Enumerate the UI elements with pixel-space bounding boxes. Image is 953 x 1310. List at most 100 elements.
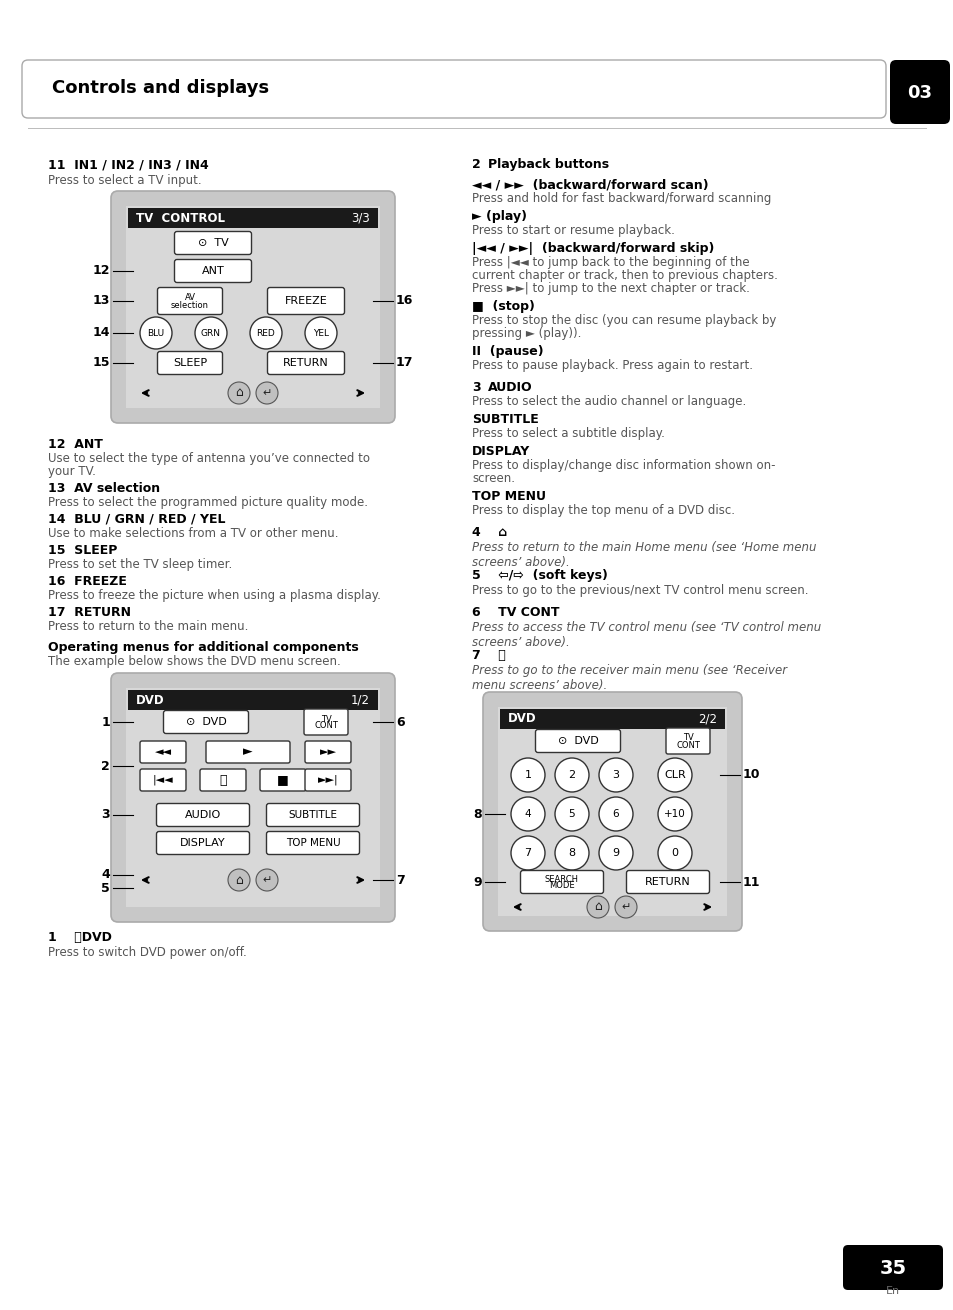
- FancyBboxPatch shape: [842, 1244, 942, 1290]
- FancyBboxPatch shape: [200, 769, 246, 791]
- Text: 14  BLU / GRN / RED / YEL: 14 BLU / GRN / RED / YEL: [48, 514, 225, 527]
- Text: Press ►►| to jump to the next chapter or track.: Press ►►| to jump to the next chapter or…: [472, 282, 749, 295]
- Text: 9: 9: [612, 848, 618, 858]
- FancyBboxPatch shape: [22, 60, 885, 118]
- FancyBboxPatch shape: [260, 769, 306, 791]
- Text: 11: 11: [742, 875, 760, 888]
- Text: ⊙  TV: ⊙ TV: [197, 238, 228, 248]
- Text: 10: 10: [742, 769, 760, 782]
- Text: ⌂: ⌂: [234, 874, 243, 887]
- FancyBboxPatch shape: [535, 730, 619, 752]
- Circle shape: [658, 836, 691, 870]
- Text: 15: 15: [92, 356, 110, 369]
- Text: |◄◄ / ►►|  (backward/forward skip): |◄◄ / ►►| (backward/forward skip): [472, 242, 714, 255]
- Text: Press to select the programmed picture quality mode.: Press to select the programmed picture q…: [48, 496, 368, 510]
- Text: 4: 4: [101, 869, 110, 882]
- Circle shape: [140, 317, 172, 348]
- Text: 12  ANT: 12 ANT: [48, 438, 103, 451]
- Circle shape: [598, 796, 633, 831]
- Text: GRN: GRN: [201, 329, 221, 338]
- Circle shape: [598, 758, 633, 793]
- Text: ► (play): ► (play): [472, 210, 526, 223]
- Text: FREEZE: FREEZE: [284, 296, 327, 307]
- Text: ⊙  DVD: ⊙ DVD: [186, 717, 226, 727]
- FancyBboxPatch shape: [305, 769, 351, 791]
- Text: 6    TV CONT: 6 TV CONT: [472, 607, 558, 620]
- FancyBboxPatch shape: [128, 690, 377, 710]
- Text: BLU: BLU: [148, 329, 164, 338]
- Text: 4    ⌂: 4 ⌂: [472, 527, 507, 538]
- Text: ⌂: ⌂: [594, 900, 601, 913]
- Text: 6: 6: [395, 715, 404, 728]
- Text: 13  AV selection: 13 AV selection: [48, 482, 160, 495]
- FancyBboxPatch shape: [126, 688, 379, 907]
- Text: Press to pause playback. Press again to restart.: Press to pause playback. Press again to …: [472, 359, 752, 372]
- Text: Press to return to the main Home menu (see ‘Home menu
screens’ above).: Press to return to the main Home menu (s…: [472, 541, 816, 569]
- Text: Operating menus for additional components: Operating menus for additional component…: [48, 641, 358, 654]
- Text: CLR: CLR: [663, 770, 685, 779]
- Circle shape: [255, 383, 277, 403]
- Text: Press to switch DVD power on/off.: Press to switch DVD power on/off.: [48, 946, 247, 959]
- FancyBboxPatch shape: [266, 803, 359, 827]
- Text: +10: +10: [663, 810, 685, 819]
- Text: 1/2: 1/2: [351, 693, 370, 706]
- Text: current chapter or track, then to previous chapters.: current chapter or track, then to previo…: [472, 269, 777, 282]
- Text: TV: TV: [320, 714, 331, 723]
- Text: ◄◄ / ►►  (backward/forward scan): ◄◄ / ►► (backward/forward scan): [472, 178, 708, 191]
- Text: AV: AV: [184, 293, 195, 303]
- Text: ⊙  DVD: ⊙ DVD: [558, 736, 598, 745]
- Text: ◄◄: ◄◄: [154, 747, 172, 757]
- Text: TOP MENU: TOP MENU: [285, 838, 340, 848]
- Text: Press to select the audio channel or language.: Press to select the audio channel or lan…: [472, 396, 745, 407]
- Text: ↵: ↵: [620, 903, 630, 912]
- Circle shape: [598, 836, 633, 870]
- Text: ►: ►: [243, 745, 253, 758]
- Circle shape: [615, 896, 637, 918]
- Text: RETURN: RETURN: [283, 358, 329, 368]
- FancyBboxPatch shape: [266, 832, 359, 854]
- FancyBboxPatch shape: [626, 871, 709, 893]
- Text: ►►: ►►: [319, 747, 336, 757]
- Text: 5: 5: [101, 882, 110, 895]
- Circle shape: [511, 836, 544, 870]
- Text: ↵: ↵: [262, 875, 272, 886]
- Text: Playback buttons: Playback buttons: [488, 159, 608, 172]
- Text: TV  CONTROL: TV CONTROL: [136, 211, 225, 224]
- FancyBboxPatch shape: [156, 832, 250, 854]
- Text: YEL: YEL: [313, 329, 329, 338]
- Text: SUBTITLE: SUBTITLE: [288, 810, 337, 820]
- FancyBboxPatch shape: [497, 707, 726, 916]
- Circle shape: [555, 796, 588, 831]
- Circle shape: [658, 796, 691, 831]
- Circle shape: [511, 758, 544, 793]
- Text: 2: 2: [101, 760, 110, 773]
- FancyBboxPatch shape: [111, 191, 395, 423]
- Text: 7: 7: [395, 874, 404, 887]
- Text: 1    ⎙DVD: 1 ⎙DVD: [48, 931, 112, 945]
- Text: 7: 7: [524, 848, 531, 858]
- Text: ■  (stop): ■ (stop): [472, 300, 535, 313]
- Text: 5    ⇦/⇨  (soft keys): 5 ⇦/⇨ (soft keys): [472, 569, 607, 582]
- FancyBboxPatch shape: [499, 709, 724, 728]
- FancyBboxPatch shape: [482, 692, 741, 931]
- Text: 1: 1: [101, 715, 110, 728]
- Text: 7    ⎙: 7 ⎙: [472, 648, 505, 662]
- Text: Use to select the type of antenna you’ve connected to: Use to select the type of antenna you’ve…: [48, 452, 370, 465]
- Text: 3: 3: [472, 381, 480, 394]
- Text: Press to go to the receiver main menu (see ‘Receiver
menu screens’ above).: Press to go to the receiver main menu (s…: [472, 664, 786, 692]
- FancyBboxPatch shape: [665, 728, 709, 755]
- Circle shape: [555, 758, 588, 793]
- Text: Press to display/change disc information shown on-: Press to display/change disc information…: [472, 458, 775, 472]
- Text: Press |◄◄ to jump back to the beginning of the: Press |◄◄ to jump back to the beginning …: [472, 255, 749, 269]
- Text: 11  IN1 / IN2 / IN3 / IN4: 11 IN1 / IN2 / IN3 / IN4: [48, 159, 209, 172]
- Text: 17: 17: [395, 356, 413, 369]
- Text: SEARCH: SEARCH: [544, 875, 578, 883]
- Text: selection: selection: [171, 300, 209, 309]
- FancyBboxPatch shape: [156, 803, 250, 827]
- Text: Press to select a TV input.: Press to select a TV input.: [48, 174, 201, 187]
- FancyBboxPatch shape: [206, 741, 290, 762]
- Text: 1: 1: [524, 770, 531, 779]
- Text: The example below shows the DVD menu screen.: The example below shows the DVD menu scr…: [48, 655, 340, 668]
- Circle shape: [255, 869, 277, 891]
- Text: ⌂: ⌂: [234, 386, 243, 400]
